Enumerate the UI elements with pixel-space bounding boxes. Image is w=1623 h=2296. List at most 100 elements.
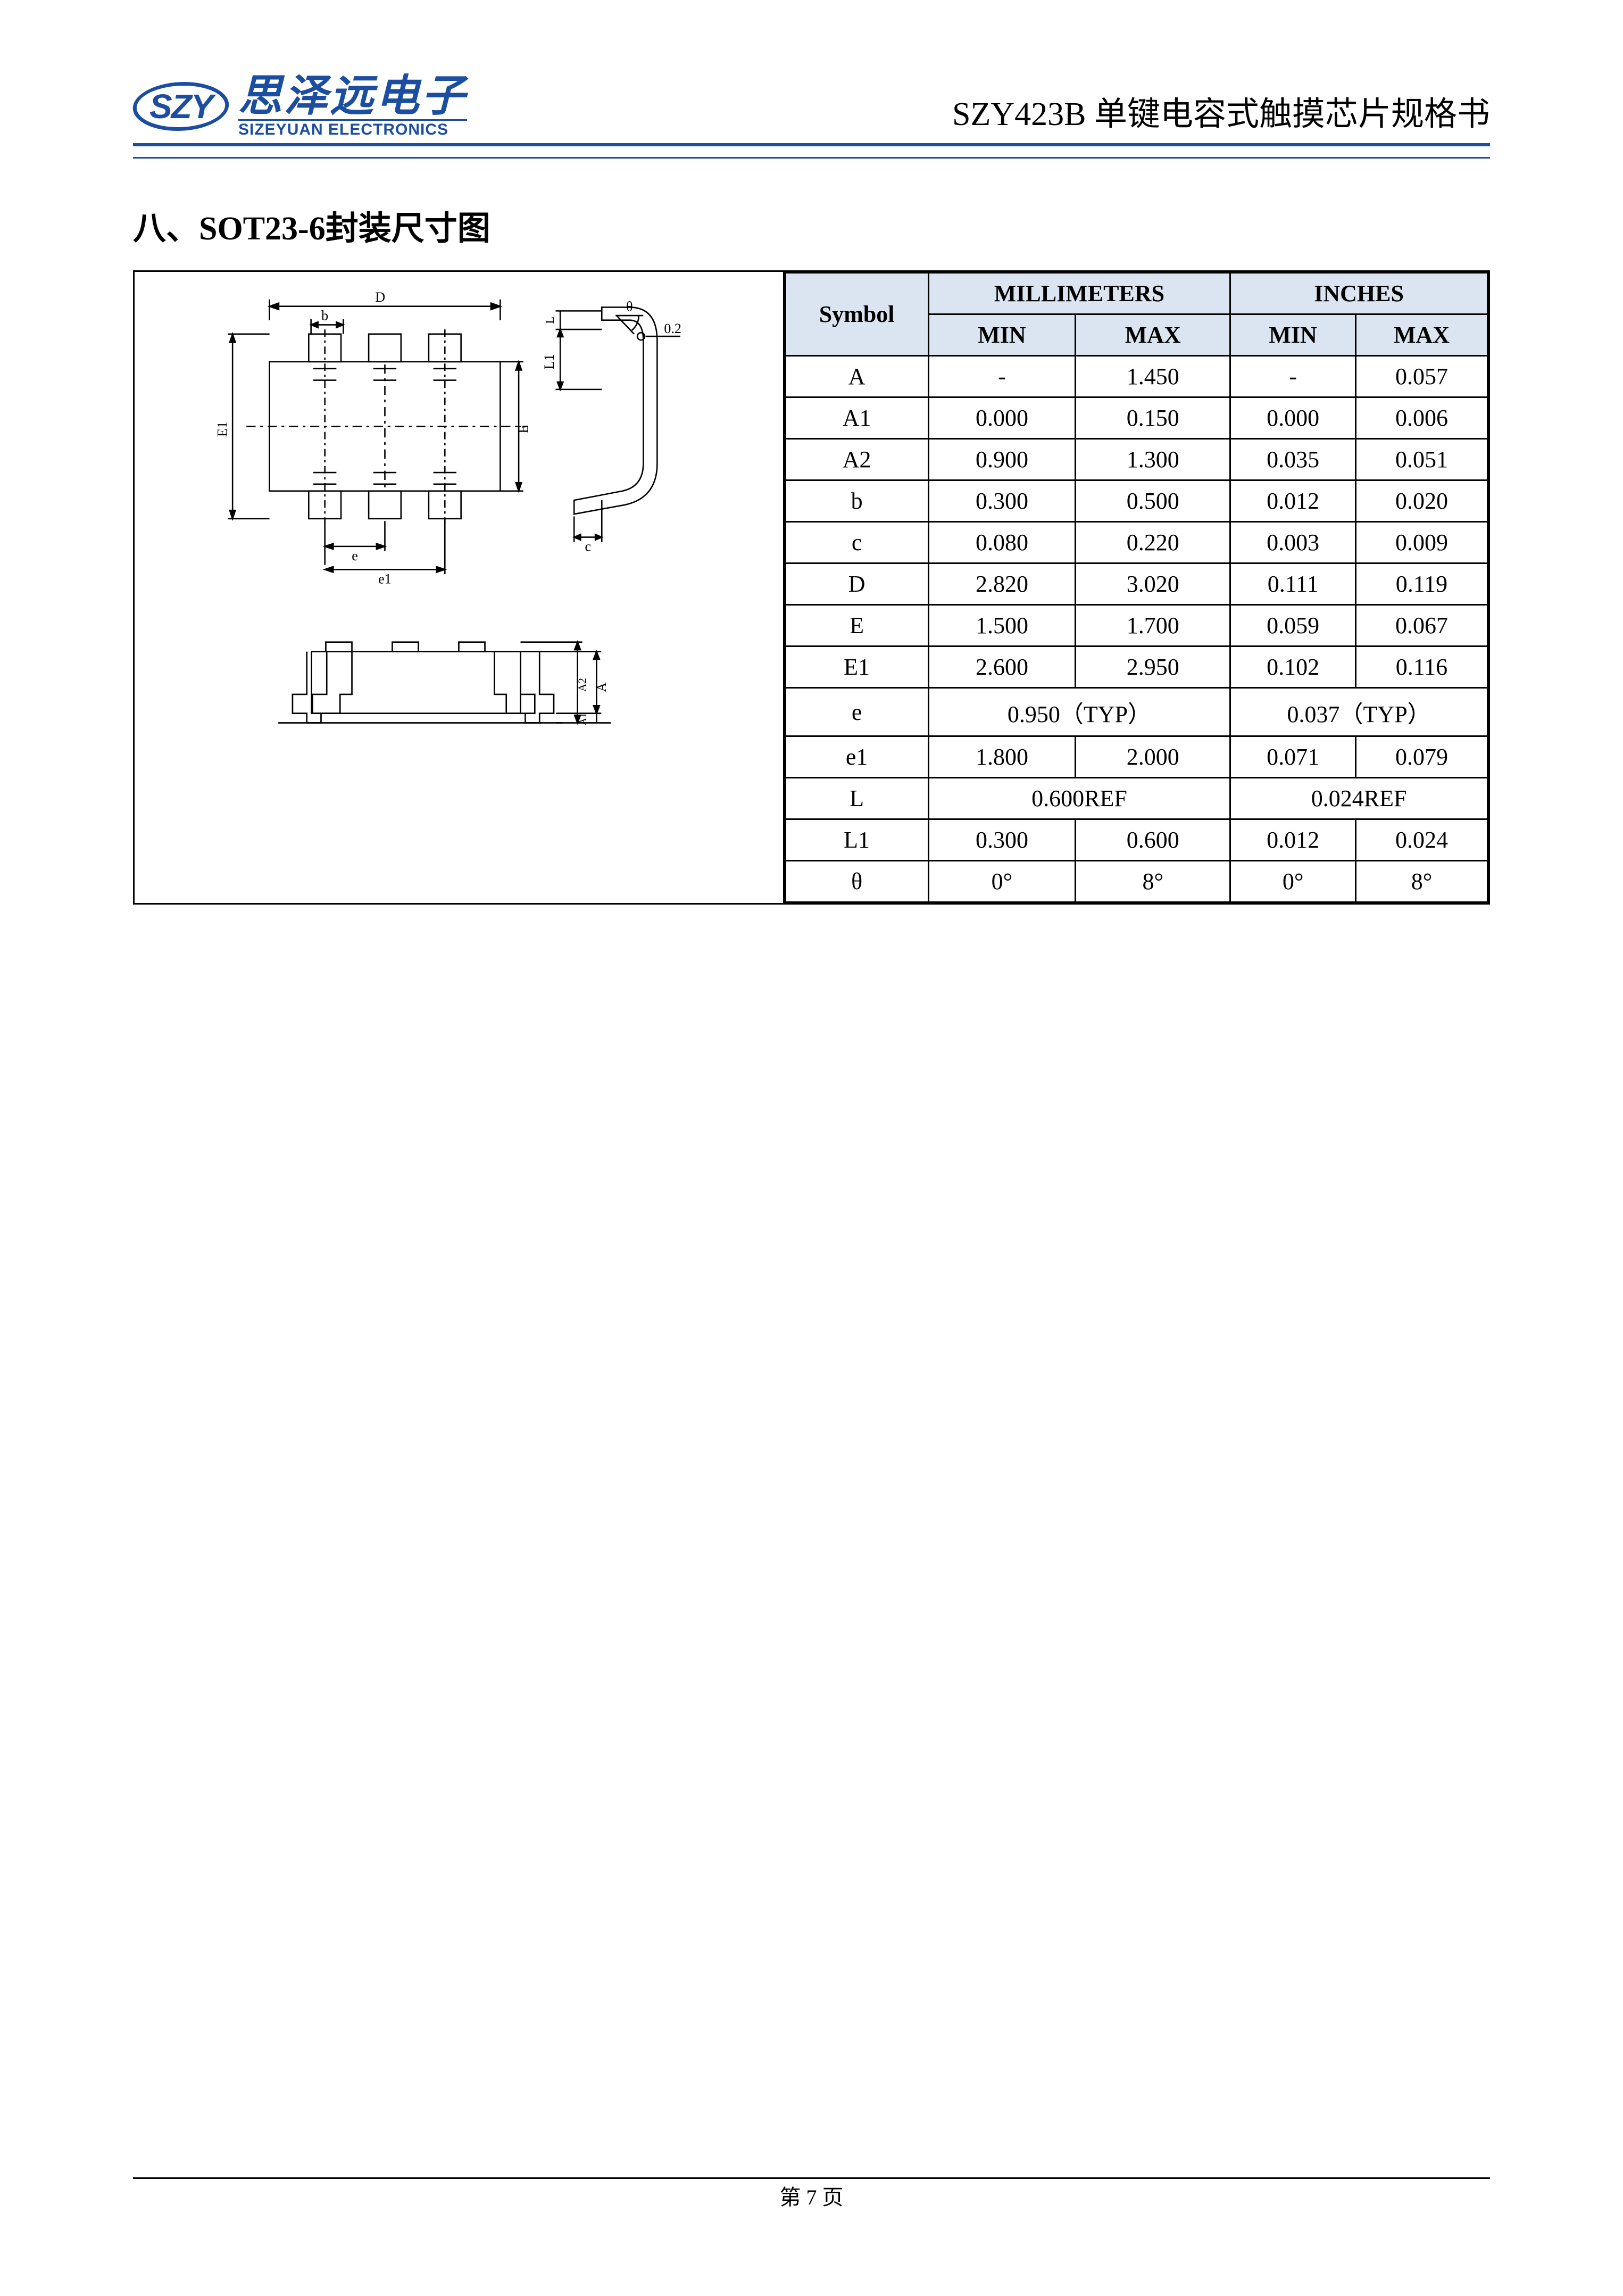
dim-label-D: D (375, 289, 385, 305)
dim-label-E: E (515, 425, 531, 434)
cell-mm-min: 1.800 (928, 736, 1076, 778)
cell-in-max: 0.067 (1356, 605, 1488, 646)
page-number: 第 7 页 (780, 2185, 844, 2209)
cell-symbol: A1 (785, 397, 928, 439)
cell-symbol: L (785, 778, 928, 819)
cell-mm-max: 0.600 (1076, 819, 1230, 861)
header-underline (133, 157, 1490, 159)
logo-text-block: 思泽远电子 SIZEYUAN ELECTRONICS (238, 74, 467, 138)
dimension-table: Symbol MILLIMETERS INCHES MIN MAX MIN MA… (785, 272, 1488, 903)
cell-mm-max: 2.000 (1076, 736, 1230, 778)
cell-symbol: e1 (785, 736, 928, 778)
cell-mm-max: 2.950 (1076, 646, 1230, 688)
dim-label-theta: θ (626, 299, 632, 314)
cell-mm-span: 0.600REF (928, 778, 1230, 819)
cell-in-span: 0.024REF (1230, 778, 1488, 819)
cell-mm-min: 1.500 (928, 605, 1076, 646)
cell-in-min: 0.111 (1230, 563, 1356, 605)
table-row: b0.3000.5000.0120.020 (785, 480, 1487, 522)
cell-symbol: E (785, 605, 928, 646)
cell-mm-min: 0.900 (928, 439, 1076, 480)
cell-mm-min: 0.300 (928, 819, 1076, 861)
table-row: c0.0800.2200.0030.009 (785, 522, 1487, 563)
company-logo: SZY 思泽远电子 SIZEYUAN ELECTRONICS (133, 74, 467, 138)
table-row: L0.600REF0.024REF (785, 778, 1487, 819)
document-title: SZY423B 单键电容式触摸芯片规格书 (952, 87, 1490, 138)
cell-in-max: 0.051 (1356, 439, 1488, 480)
cell-mm-max: 8° (1076, 861, 1230, 902)
col-in-max: MAX (1356, 314, 1488, 356)
col-symbol: Symbol (785, 273, 928, 356)
cell-symbol: e (785, 688, 928, 736)
cell-in-min: - (1230, 356, 1356, 397)
cell-symbol: c (785, 522, 928, 563)
cell-in-min: 0.035 (1230, 439, 1356, 480)
page-header: SZY 思泽远电子 SIZEYUAN ELECTRONICS SZY423B 单… (133, 74, 1490, 146)
table-body: A-1.450-0.057A10.0000.1500.0000.006A20.9… (785, 356, 1487, 902)
cell-mm-span: 0.950（TYP） (928, 688, 1230, 736)
cell-mm-min: 2.600 (928, 646, 1076, 688)
cell-in-max: 0.024 (1356, 819, 1488, 861)
cell-mm-min: 0.080 (928, 522, 1076, 563)
cell-mm-max: 1.300 (1076, 439, 1230, 480)
col-in-min: MIN (1230, 314, 1356, 356)
cell-mm-min: 0.000 (928, 397, 1076, 439)
cell-in-span: 0.037（TYP） (1230, 688, 1488, 736)
dim-label-b: b (321, 308, 328, 324)
cell-in-min: 0.012 (1230, 819, 1356, 861)
cell-in-min: 0.000 (1230, 397, 1356, 439)
col-mm-max: MAX (1076, 314, 1230, 356)
dim-label-L: L (543, 317, 556, 324)
page-footer: 第 7 页 (0, 2180, 1623, 2211)
package-side-diagram: A A1 A2 (208, 623, 710, 756)
logo-en-text: SIZEYUAN ELECTRONICS (238, 119, 467, 138)
cell-in-max: 0.009 (1356, 522, 1488, 563)
cell-in-max: 0.119 (1356, 563, 1488, 605)
cell-mm-max: 0.220 (1076, 522, 1230, 563)
dim-label-0p2: 0.2 (664, 321, 681, 336)
cell-in-min: 0° (1230, 861, 1356, 902)
footer-rule (133, 2177, 1490, 2179)
cell-in-min: 0.102 (1230, 646, 1356, 688)
table-row: E12.6002.9500.1020.116 (785, 646, 1487, 688)
dimension-table-cell: Symbol MILLIMETERS INCHES MIN MAX MIN MA… (785, 272, 1488, 903)
table-row: A10.0000.1500.0000.006 (785, 397, 1487, 439)
cell-mm-max: 1.700 (1076, 605, 1230, 646)
cell-in-max: 0.020 (1356, 480, 1488, 522)
cell-mm-min: 0° (928, 861, 1076, 902)
table-row: e0.950（TYP）0.037（TYP） (785, 688, 1487, 736)
cell-symbol: θ (785, 861, 928, 902)
cell-in-max: 8° (1356, 861, 1488, 902)
dim-label-L1: L1 (542, 354, 557, 369)
cell-symbol: A2 (785, 439, 928, 480)
cell-mm-max: 1.450 (1076, 356, 1230, 397)
table-row: θ0°8°0°8° (785, 861, 1487, 902)
cell-symbol: D (785, 563, 928, 605)
dim-label-e1: e1 (378, 571, 392, 586)
dim-label-A1: A1 (577, 712, 589, 725)
cell-in-max: 0.079 (1356, 736, 1488, 778)
cell-in-max: 0.006 (1356, 397, 1488, 439)
cell-in-max: 0.057 (1356, 356, 1488, 397)
cell-in-min: 0.012 (1230, 480, 1356, 522)
section-title: 八、SOT23-6封装尺寸图 (133, 201, 1490, 249)
cell-mm-min: 0.300 (928, 480, 1076, 522)
dim-label-E1: E1 (215, 421, 230, 437)
cell-mm-max: 0.150 (1076, 397, 1230, 439)
logo-oval: SZY (130, 82, 232, 131)
table-row: A-1.450-0.057 (785, 356, 1487, 397)
table-row: E1.5001.7000.0590.067 (785, 605, 1487, 646)
table-row: D2.8203.0200.1110.119 (785, 563, 1487, 605)
package-diagram-cell: D b (135, 272, 785, 903)
cell-in-min: 0.003 (1230, 522, 1356, 563)
cell-symbol: b (785, 480, 928, 522)
table-row: L10.3000.6000.0120.024 (785, 819, 1487, 861)
col-group-mm: MILLIMETERS (928, 273, 1230, 314)
cell-in-min: 0.071 (1230, 736, 1356, 778)
col-group-in: INCHES (1230, 273, 1488, 314)
package-top-diagram: D b (145, 288, 772, 602)
cell-mm-min: - (928, 356, 1076, 397)
cell-mm-max: 3.020 (1076, 563, 1230, 605)
dim-label-A2: A2 (576, 678, 589, 692)
dim-label-c: c (585, 539, 591, 554)
